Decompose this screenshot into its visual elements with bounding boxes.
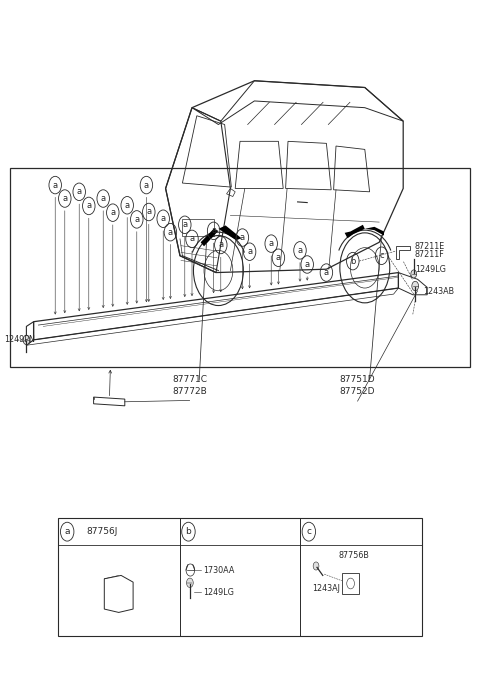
Text: a: a: [305, 260, 310, 269]
Text: a: a: [134, 215, 139, 224]
Text: a: a: [101, 194, 106, 203]
Text: a: a: [62, 194, 67, 203]
Circle shape: [313, 562, 319, 570]
Bar: [182, 219, 214, 236]
Text: b: b: [350, 256, 356, 266]
Polygon shape: [201, 229, 218, 246]
Text: c: c: [379, 251, 384, 260]
Text: a: a: [146, 207, 151, 217]
Text: a: a: [168, 227, 173, 237]
Text: a: a: [247, 247, 252, 256]
Text: 1249LG: 1249LG: [415, 264, 445, 274]
Text: a: a: [77, 187, 82, 197]
Text: 87211E: 87211E: [415, 242, 445, 251]
Text: a: a: [125, 201, 130, 210]
Circle shape: [411, 270, 417, 278]
Circle shape: [187, 578, 193, 588]
Text: 1243AB: 1243AB: [423, 287, 454, 296]
Text: a: a: [269, 239, 274, 248]
Text: a: a: [182, 220, 187, 229]
Bar: [58, 518, 422, 636]
Text: a: a: [161, 214, 166, 223]
Text: a: a: [110, 208, 115, 217]
Circle shape: [23, 335, 30, 345]
Text: a: a: [211, 226, 216, 236]
Text: 1249LG: 1249LG: [203, 588, 234, 597]
Text: a: a: [64, 527, 70, 536]
Text: 87756J: 87756J: [86, 527, 118, 536]
Bar: [342, 573, 359, 594]
Text: a: a: [298, 246, 302, 255]
Polygon shape: [365, 227, 384, 236]
Text: 87771C: 87771C: [172, 376, 207, 384]
Text: 1249PN: 1249PN: [4, 334, 35, 344]
Polygon shape: [345, 225, 365, 238]
Text: a: a: [240, 233, 245, 242]
Text: 87756B: 87756B: [338, 551, 370, 560]
Text: a: a: [276, 253, 281, 262]
Text: 1730AA: 1730AA: [203, 565, 234, 575]
Text: a: a: [144, 180, 149, 190]
Text: a: a: [53, 180, 58, 190]
Text: a: a: [86, 201, 91, 211]
Text: 1243AJ: 1243AJ: [312, 584, 340, 594]
Text: a: a: [324, 268, 329, 277]
Text: 87211F: 87211F: [415, 250, 444, 259]
Polygon shape: [218, 225, 241, 240]
Text: b: b: [186, 527, 192, 536]
Text: 87752D: 87752D: [340, 388, 375, 396]
Circle shape: [412, 281, 419, 291]
Text: a: a: [190, 234, 194, 244]
Bar: [10, 168, 470, 367]
Text: 87751D: 87751D: [340, 376, 375, 384]
Text: c: c: [306, 527, 312, 536]
Text: 87772B: 87772B: [172, 388, 207, 396]
Text: a: a: [218, 240, 223, 250]
